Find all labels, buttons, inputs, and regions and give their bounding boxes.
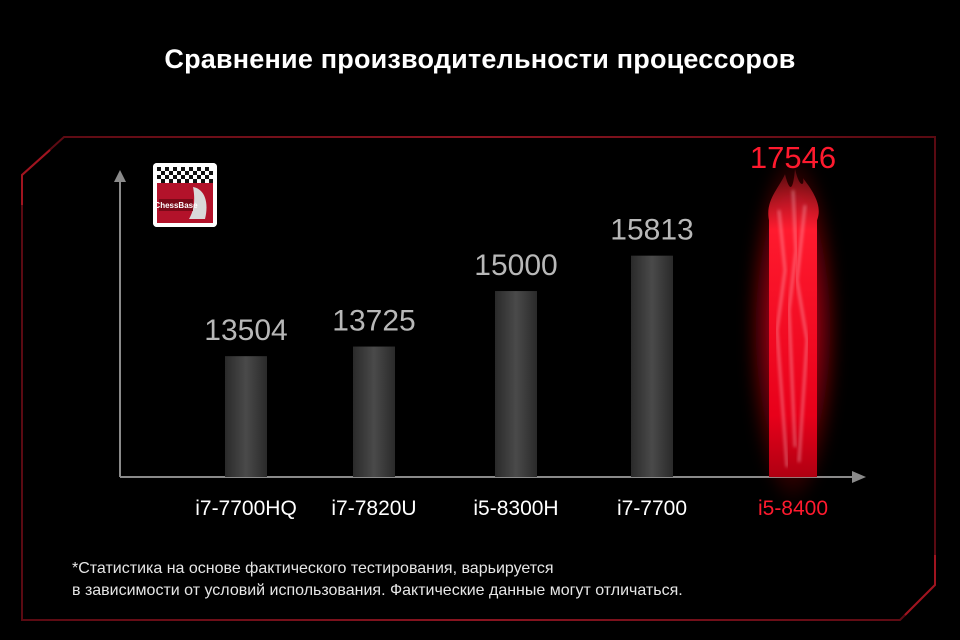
footnote-line-1: *Статистика на основе фактического тести…: [72, 560, 554, 577]
svg-text:ChessBase: ChessBase: [154, 201, 198, 210]
x-tick-label: i5-8400: [758, 497, 828, 520]
value-label: 13725: [332, 305, 415, 338]
x-tick-label: i7-7700: [617, 497, 687, 520]
lightning-streak: [788, 190, 797, 448]
bar-i7-7700HQ: [225, 356, 267, 477]
chessbase-logo: ChessBase: [153, 163, 217, 227]
footnote-line-2: в зависимости от условий использования. …: [72, 582, 683, 599]
bar-i7-7700: [631, 255, 673, 477]
bar-i7-7820U: [353, 346, 395, 477]
value-label: 17546: [750, 140, 836, 175]
x-axis-arrow: [852, 471, 866, 483]
value-label: 15813: [610, 214, 693, 247]
page-title: Сравнение производительности процессоров: [164, 44, 796, 74]
lightning-streak: [796, 205, 808, 463]
y-axis-arrow: [114, 170, 126, 182]
x-tick-label: i7-7700HQ: [195, 497, 297, 520]
x-tick-label: i7-7820U: [331, 497, 416, 520]
bar-i5-8300H: [495, 291, 537, 477]
value-label: 13504: [204, 314, 287, 347]
bar-i5-8400: [768, 168, 819, 477]
value-label: 15000: [474, 249, 557, 282]
footnote: *Статистика на основе фактического тести…: [72, 558, 683, 602]
lightning-streak: [776, 210, 788, 468]
frame-corner-left: [21, 149, 51, 205]
frame-corner-right: [904, 555, 936, 616]
x-tick-label: i5-8300H: [473, 497, 558, 520]
